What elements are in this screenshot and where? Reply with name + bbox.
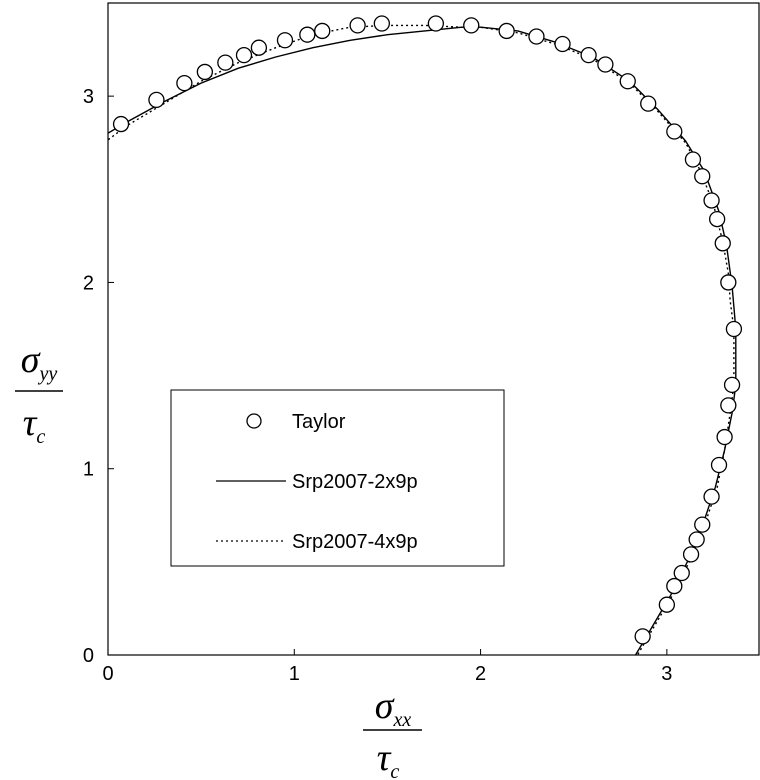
taylor-point — [658, 596, 676, 613]
taylor-point — [714, 235, 731, 252]
taylor-point — [688, 531, 705, 548]
taylor-point — [580, 47, 597, 64]
legend-box — [170, 389, 505, 567]
taylor-point — [725, 320, 743, 338]
x-tick-label: 3 — [661, 663, 672, 685]
taylor-point — [703, 488, 720, 505]
taylor-point — [720, 397, 737, 414]
taylor-point — [597, 56, 614, 73]
y-tick-label: 0 — [83, 645, 94, 667]
taylor-point — [634, 628, 651, 645]
taylor-point — [684, 151, 702, 168]
taylor-point — [148, 91, 165, 109]
taylor-point — [463, 17, 480, 34]
x-axis-label: σxx τc — [363, 685, 422, 780]
y-label-numerator: σyy — [21, 339, 58, 385]
taylor-point — [373, 15, 390, 32]
taylor-point — [619, 73, 636, 90]
series-line-srp2007-2x9p — [108, 26, 737, 655]
taylor-point — [682, 546, 700, 563]
taylor-point — [716, 428, 733, 446]
taylor-point — [640, 95, 657, 112]
taylor-point — [709, 210, 726, 228]
taylor-point — [703, 192, 720, 209]
legend-label-taylor: Taylor — [292, 411, 346, 433]
taylor-point — [666, 123, 683, 140]
y-tick-label: 3 — [83, 86, 94, 108]
legend-label-srp2007-2x9p: Srp2007-2x9p — [292, 471, 418, 493]
taylor-point — [176, 74, 193, 92]
taylor-point — [314, 22, 331, 40]
taylor-point — [235, 47, 253, 64]
plot-frame — [107, 2, 760, 656]
taylor-point — [694, 516, 711, 533]
axes: 0 1 2 3 0 1 2 3 — [83, 2, 760, 685]
y-tick-label: 1 — [83, 459, 94, 481]
taylor-point — [666, 577, 683, 595]
taylor-point — [528, 28, 545, 45]
taylor-point — [723, 376, 741, 394]
taylor-point — [720, 274, 737, 291]
y-axis-label: σyy τc — [15, 339, 63, 448]
taylor-point — [673, 564, 690, 582]
x-label-numerator: σxx — [375, 685, 412, 731]
taylor-point — [694, 168, 711, 185]
x-tick-label: 0 — [102, 663, 113, 685]
taylor-point — [427, 15, 445, 32]
taylor-point — [498, 22, 515, 40]
legend-marker-circle-icon — [246, 413, 262, 429]
x-label-denominator: τc — [377, 737, 400, 780]
legend-label-srp2007-4x9p: Srp2007-4x9p — [292, 531, 418, 553]
y-tick-label: 2 — [83, 272, 94, 294]
x-tick-label: 2 — [475, 663, 486, 685]
taylor-point — [276, 32, 294, 49]
taylor-point — [217, 54, 234, 71]
taylor-point — [710, 456, 728, 474]
taylor-point — [554, 35, 571, 53]
taylor-point — [349, 17, 366, 34]
markers-layer — [112, 15, 743, 645]
taylor-point — [196, 63, 214, 81]
taylor-point — [299, 26, 316, 43]
x-tick-label: 1 — [289, 663, 300, 685]
y-label-denominator: τc — [23, 402, 46, 448]
legend: Taylor Srp2007-2x9p Srp2007-4x9p — [170, 389, 505, 567]
taylor-point — [112, 115, 130, 133]
taylor-point — [250, 39, 268, 56]
